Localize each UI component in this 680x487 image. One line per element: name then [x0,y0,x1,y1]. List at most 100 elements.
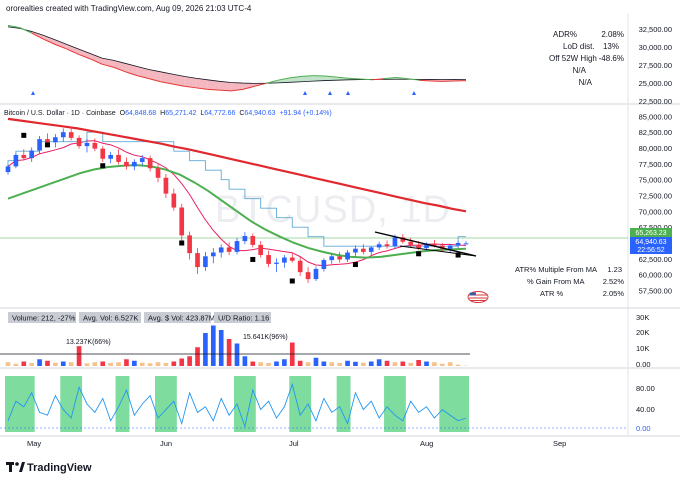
stat-label-gain-from-ma: % Gain From MA [527,277,585,286]
volume-bar [21,362,26,367]
volume-bar [61,362,66,367]
candle-body [408,242,413,245]
volume-bar [345,361,350,366]
volume-bar [179,359,184,367]
volume-bar [322,362,327,367]
oscillator-highlight-band [337,376,351,432]
stat-label-lod: LoD dist. [563,42,595,51]
volume-bar [282,359,287,366]
candle-body [377,244,382,247]
volume-bar [140,363,145,366]
axis-tick-label: 70,000.00 [639,207,672,216]
volume-bar [258,362,263,366]
axis-tick-label: 77,500.00 [639,160,672,169]
candle-body [85,143,90,146]
logo-mark [9,462,12,472]
change-value: +91.94 (+0.14%) [280,110,332,117]
candle-body [219,247,224,252]
oscillator-highlight-band [60,376,82,432]
spread-fill [219,81,231,91]
us-flag-icon [468,292,488,303]
time-axis-label: Jun [160,439,172,448]
open-value: 64,848.68 [125,110,156,117]
volume-bar [203,333,208,366]
axis-tick-label: 0.00 [636,360,651,369]
candle-body [369,247,374,251]
volume-bar [424,362,429,367]
volume-bar [6,362,11,366]
time-axis-label: Aug [420,439,433,448]
volume-bar [211,326,216,367]
axis-tick-label: 40.00 [636,405,655,414]
candle-body [100,149,105,159]
candle-body [282,258,287,263]
stat-box-avg-dollar-vol: Avg. $ Vol: 423.87M [148,314,215,323]
oscillator-highlight-band [116,376,130,432]
candle-body [53,137,58,142]
volume-bar [353,362,358,366]
volume-bar [298,361,303,366]
volume-bar [156,362,161,366]
volume-bar [108,363,113,366]
close-value: 64,940.63 [244,110,275,117]
volume-bar [416,360,421,366]
candle-body [456,243,461,246]
candle-body [322,260,327,269]
stat-box-avg-vol: Avg. Vol: 6.527K [83,314,138,323]
volume-bar [243,356,248,366]
time-axis-label: Jul [289,439,299,448]
stat-value-atr-pct: 2.05% [603,289,625,298]
pivot-marker [21,133,26,138]
candle-body [132,162,137,166]
candle-body [448,246,453,249]
volume-bar [385,361,390,366]
stat-label-atr-multiple: ATR% Multiple From MA [515,265,597,274]
legend-line: Bitcoin / U.S. Dollar · 1D · Coinbase O6… [4,110,332,117]
candle-body [93,143,98,149]
axis-tick-label: 27,500.00 [639,61,672,70]
candle-body [227,247,232,251]
candle-body [306,272,311,279]
axis-tick-label: 30K [636,313,649,322]
bar-countdown-text: 22:56:52 [637,247,664,254]
axis-tick-label: 0.00 [636,424,651,433]
candle-body [6,166,11,172]
candle-body [14,155,19,166]
volume-bar [393,362,398,366]
volume-bar [37,359,42,366]
candle-body [124,162,129,166]
candle-body [171,194,176,208]
axis-tick-label: 85,000.00 [639,112,672,121]
axis-tick-label: 57,500.00 [639,287,672,296]
volume-bar [250,362,255,367]
volume-bar [361,363,366,366]
stat-value-atr-multiple: 1.23 [607,265,622,274]
axis-tick-label: 60,000.00 [639,271,672,280]
candle-body [211,253,216,257]
volume-bar [29,363,34,366]
volume-bar [164,363,169,366]
volume-bar [306,362,311,366]
candle-body [353,249,358,253]
axis-tick-label: 20K [636,328,649,337]
axis-tick-label: 82,500.00 [639,128,672,137]
volume-bar [314,358,319,366]
volume-bar [100,362,105,367]
candle-body [45,139,50,142]
axis-tick-label: 62,500.00 [639,255,672,264]
volume-bar [14,364,19,366]
axis-tick-label: 25,000.00 [639,79,672,88]
volume-bar [116,362,121,366]
volume-bar [124,359,129,366]
stat-box-volume: Volume: 212, -27% [12,314,76,323]
volume-bar [266,363,271,366]
last-price-tag-text: 64,940.63 [635,239,666,246]
pivot-marker [416,251,421,256]
flag-canton [470,293,476,296]
stat-label-atr-pct: ATR % [540,289,564,298]
volume-peak-label: 13.237K(66%) [66,339,111,346]
axis-tick-label: 80,000.00 [639,144,672,153]
stat-value-na: N/A [573,66,587,75]
candle-body [329,256,334,260]
